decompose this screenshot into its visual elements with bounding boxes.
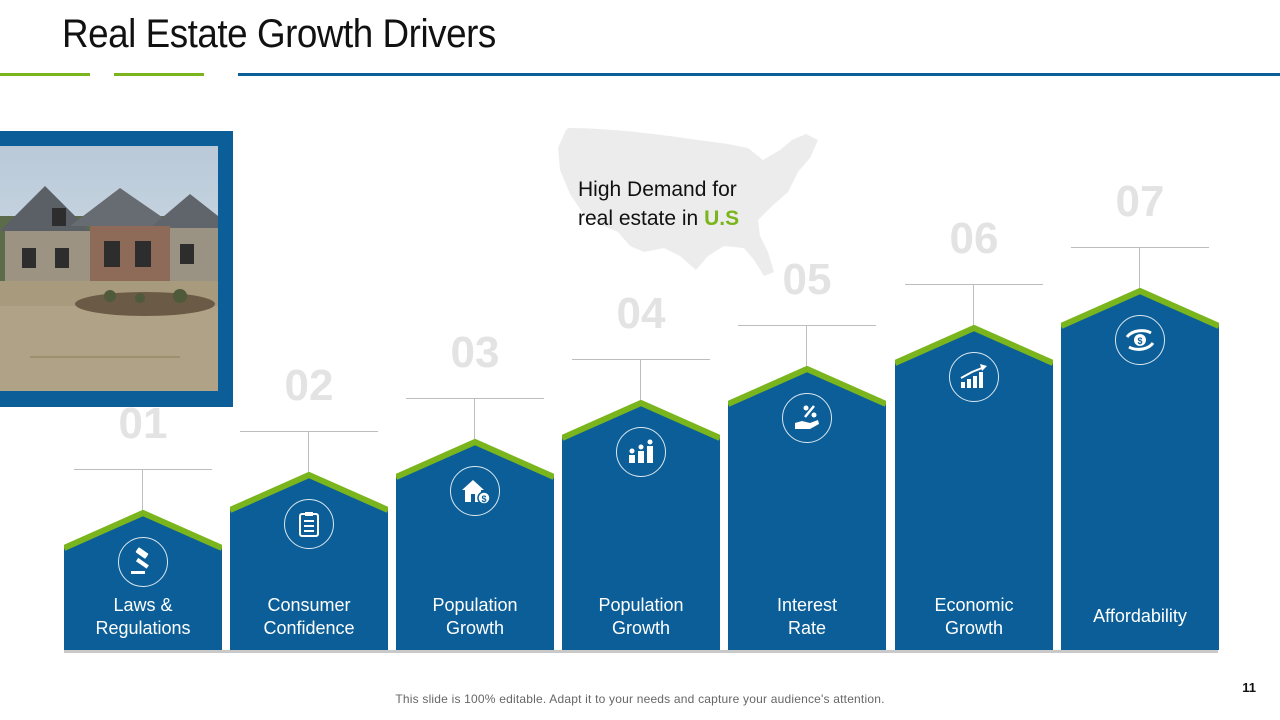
driver-house-bar <box>562 400 720 650</box>
driver-label-line-2: Growth <box>611 618 671 638</box>
clipboard-icon <box>294 509 324 539</box>
us-map-silhouette <box>558 128 818 276</box>
demand-line-2-prefix: real estate in <box>578 207 705 230</box>
house-photo-frame <box>0 131 233 407</box>
driver-connector-horizontal <box>738 325 876 326</box>
driver-house-bar <box>230 472 388 650</box>
driver-column: 07 $ Affordability <box>1061 0 1219 720</box>
driver-label-line-1: Population <box>598 595 684 615</box>
svg-text:$: $ <box>481 494 486 504</box>
driver-label-line-2: Regulations <box>95 618 191 638</box>
driver-connector-vertical <box>474 398 475 440</box>
driver-icon-circle <box>284 499 334 549</box>
driver-label: Population Growth <box>562 594 720 640</box>
driver-label-line-1: Laws & <box>113 595 173 615</box>
driver-icon-circle: $ <box>1115 315 1165 365</box>
driver-label-line-1: Interest <box>776 595 838 615</box>
driver-house-bar <box>728 366 886 650</box>
people-growth-icon <box>626 437 656 467</box>
driver-column: 01 Laws & Regulations <box>64 0 222 720</box>
driver-column: 02 Consumer Confidence <box>230 0 388 720</box>
demand-line-2: real estate in U.S <box>578 204 739 233</box>
driver-connector-vertical <box>1139 247 1140 289</box>
driver-icon-circle <box>782 393 832 443</box>
driver-icon-circle <box>949 352 999 402</box>
hand-coin-icon: $ <box>1124 325 1156 355</box>
title-rule-green-1 <box>0 73 90 76</box>
driver-icon-circle <box>118 537 168 587</box>
driver-label: Affordability <box>1061 605 1219 628</box>
slide-title: Real Estate Growth Drivers <box>62 12 496 56</box>
demand-callout: High Demand for real estate in U.S <box>578 175 739 233</box>
driver-label-line-2: Rate <box>787 618 827 638</box>
driver-label-line-1: Affordability <box>1093 606 1187 626</box>
chart-baseline <box>64 650 1218 653</box>
driver-label-line-1: Consumer <box>267 595 351 615</box>
page-number: 11 <box>1242 680 1256 695</box>
driver-connector-horizontal <box>905 284 1043 285</box>
driver-icon-circle <box>616 427 666 477</box>
footer-note: This slide is 100% editable. Adapt it to… <box>395 692 885 706</box>
driver-number: 01 <box>118 399 168 448</box>
driver-label: Interest Rate <box>728 594 886 640</box>
driver-label: Laws & Regulations <box>64 594 222 640</box>
demand-line-1: High Demand for <box>578 178 737 201</box>
driver-column: 05 Interest Rate <box>728 0 886 720</box>
driver-label-line-2: Confidence <box>263 618 355 638</box>
driver-column: 03 $ Population Growth <box>396 0 554 720</box>
gavel-icon <box>128 547 158 577</box>
driver-number: 05 <box>782 255 832 304</box>
driver-connector-vertical <box>973 284 974 326</box>
driver-label: Population Growth <box>396 594 554 640</box>
driver-label: Consumer Confidence <box>230 594 388 640</box>
driver-connector-horizontal <box>572 359 710 360</box>
driver-house-bar <box>895 325 1053 650</box>
driver-column: 04 Population Growth <box>562 0 720 720</box>
driver-number: 04 <box>616 289 666 338</box>
driver-label: Economic Growth <box>895 594 1053 640</box>
driver-connector-vertical <box>640 359 641 401</box>
house-photo <box>0 146 218 391</box>
driver-connector-horizontal <box>406 398 544 399</box>
driver-number: 07 <box>1115 177 1165 226</box>
driver-label-line-2: Growth <box>944 618 1004 638</box>
driver-icon-circle: $ <box>450 466 500 516</box>
driver-connector-vertical <box>142 469 143 511</box>
driver-column: 06 Economic Growth <box>895 0 1053 720</box>
driver-house-bar <box>1061 288 1219 650</box>
demand-highlight: U.S <box>704 207 740 230</box>
driver-connector-vertical <box>806 325 807 367</box>
driver-label-line-1: Population <box>432 595 518 615</box>
driver-label-line-1: Economic <box>934 595 1014 615</box>
driver-connector-horizontal <box>1071 247 1209 248</box>
driver-connector-horizontal <box>240 431 378 432</box>
driver-house-bar <box>396 439 554 650</box>
title-rule-blue <box>238 73 1280 76</box>
bar-chart-growth-icon <box>958 362 990 392</box>
svg-text:$: $ <box>1137 336 1142 346</box>
driver-number: 06 <box>949 214 999 263</box>
title-rule-green-2 <box>114 73 204 76</box>
driver-number: 03 <box>450 328 500 377</box>
house-money-icon: $ <box>459 476 491 506</box>
driver-connector-vertical <box>308 431 309 473</box>
driver-connector-horizontal <box>74 469 212 470</box>
driver-number: 02 <box>284 361 334 410</box>
percent-hand-icon <box>792 403 822 433</box>
driver-label-line-2: Growth <box>445 618 505 638</box>
